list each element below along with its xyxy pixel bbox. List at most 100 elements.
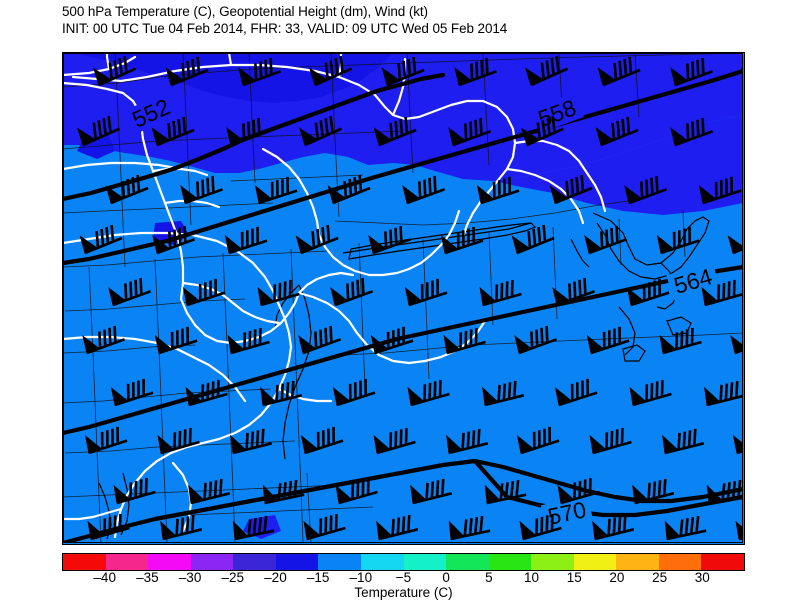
wind-barb bbox=[446, 428, 489, 455]
barb-full-10kt bbox=[555, 55, 560, 73]
wind-barb bbox=[180, 175, 224, 205]
contour-570b bbox=[472, 458, 743, 504]
barb-full-10kt bbox=[103, 329, 107, 347]
barb-full-10kt bbox=[508, 176, 512, 194]
barb-full-10kt bbox=[247, 121, 251, 139]
barb-full-10kt bbox=[178, 227, 182, 245]
barb-full-10kt bbox=[682, 431, 687, 449]
barb-full-10kt bbox=[550, 58, 555, 76]
barb-full-10kt bbox=[131, 382, 135, 400]
wind-barb-layer bbox=[77, 55, 743, 541]
barb-full-10kt bbox=[542, 224, 547, 242]
barb-full-10kt bbox=[532, 228, 537, 246]
barb-full-10kt bbox=[732, 279, 736, 297]
wind-barb bbox=[557, 477, 600, 505]
barb-pennant-50kt bbox=[227, 334, 245, 354]
barb-full-10kt bbox=[129, 281, 133, 299]
barb-full-10kt bbox=[389, 432, 393, 450]
barb-pennant-50kt bbox=[226, 127, 245, 146]
wind-barb bbox=[443, 327, 486, 355]
barb-full-10kt bbox=[123, 55, 128, 73]
barb-pennant-50kt bbox=[376, 520, 393, 540]
barb-full-10kt bbox=[616, 120, 621, 138]
barb-full-10kt bbox=[588, 477, 592, 495]
barb-full-10kt bbox=[329, 115, 334, 133]
colorbar-segment-6 bbox=[318, 554, 361, 570]
barb-full-10kt bbox=[548, 426, 552, 444]
barb-full-10kt bbox=[389, 229, 393, 247]
barb-full-10kt bbox=[509, 481, 515, 498]
barb-full-10kt bbox=[612, 517, 617, 535]
barb-full-10kt bbox=[175, 330, 179, 348]
barb-full-10kt bbox=[660, 379, 664, 397]
barb-full-10kt bbox=[243, 332, 247, 350]
barb-full-10kt bbox=[497, 180, 501, 198]
barb-full-10kt bbox=[722, 282, 726, 300]
colorbar-tick-0: 0 bbox=[442, 570, 450, 585]
barb-full-10kt bbox=[142, 378, 146, 396]
barb-pennant-50kt bbox=[727, 235, 743, 254]
wind-barb bbox=[298, 325, 342, 355]
barb-full-10kt bbox=[573, 482, 577, 500]
barb-full-10kt bbox=[124, 283, 128, 301]
wind-barb bbox=[82, 325, 126, 355]
barb-pennant-50kt bbox=[232, 520, 249, 540]
barb-full-10kt bbox=[696, 59, 700, 77]
barb-full-10kt bbox=[540, 62, 546, 80]
barb-pennant-50kt bbox=[735, 520, 743, 540]
barb-pennant-50kt bbox=[332, 386, 351, 406]
barb-full-10kt bbox=[103, 518, 107, 536]
barb-full-10kt bbox=[172, 120, 177, 138]
barb-full-10kt bbox=[399, 118, 404, 136]
barb-full-10kt bbox=[721, 483, 726, 501]
contour-558 bbox=[63, 68, 743, 266]
barb-full-10kt bbox=[695, 515, 700, 533]
barb-full-10kt bbox=[433, 381, 437, 399]
barb-pennant-50kt bbox=[410, 484, 427, 504]
wind-barb bbox=[260, 380, 303, 407]
barb-full-10kt bbox=[479, 515, 484, 533]
barb-full-10kt bbox=[113, 325, 117, 343]
barb-full-10kt bbox=[394, 120, 399, 138]
barb-pennant-50kt bbox=[165, 67, 185, 86]
map-plot-area: 552 558 564 570 bbox=[62, 52, 745, 545]
barb-pennant-50kt bbox=[482, 386, 499, 406]
barb-pennant-50kt bbox=[182, 286, 201, 306]
barb-full-10kt bbox=[687, 430, 692, 448]
wind-barb bbox=[521, 115, 565, 147]
barb-full-10kt bbox=[680, 330, 684, 348]
wind-barb bbox=[332, 378, 376, 407]
wind-barb bbox=[732, 434, 743, 455]
wind-barb bbox=[113, 477, 156, 505]
barb-full-10kt bbox=[602, 331, 606, 349]
barb-pennant-50kt bbox=[670, 127, 689, 146]
barb-full-10kt bbox=[610, 227, 614, 245]
barb-full-10kt bbox=[129, 482, 133, 500]
barb-pennant-50kt bbox=[443, 334, 461, 354]
barb-full-10kt bbox=[515, 479, 520, 497]
barb-pennant-50kt bbox=[381, 67, 401, 86]
colorbar-segment-14 bbox=[658, 554, 702, 570]
barb-full-10kt bbox=[689, 517, 695, 534]
barb-pennant-50kt bbox=[592, 520, 609, 540]
barb-full-10kt bbox=[173, 432, 177, 450]
barb-full-10kt bbox=[611, 122, 616, 140]
barb-pennant-50kt bbox=[448, 127, 467, 146]
barb-full-10kt bbox=[351, 482, 355, 500]
barb-pennant-50kt bbox=[368, 235, 387, 254]
barb-full-10kt bbox=[188, 427, 192, 445]
temp-patch-c bbox=[243, 515, 281, 539]
barb-pennant-50kt bbox=[730, 335, 743, 354]
barb-full-10kt bbox=[254, 63, 258, 81]
barb-full-10kt bbox=[121, 180, 126, 198]
barb-full-10kt bbox=[530, 331, 534, 349]
barb-full-10kt bbox=[253, 329, 257, 347]
barb-full-10kt bbox=[479, 117, 483, 135]
barb-full-10kt bbox=[324, 516, 328, 534]
barb-full-10kt bbox=[343, 180, 348, 198]
barb-full-10kt bbox=[541, 120, 547, 138]
barb-full-10kt bbox=[686, 63, 690, 81]
barb-pennant-50kt bbox=[662, 434, 679, 454]
wind-barb bbox=[701, 279, 743, 307]
barb-full-10kt bbox=[575, 176, 580, 194]
